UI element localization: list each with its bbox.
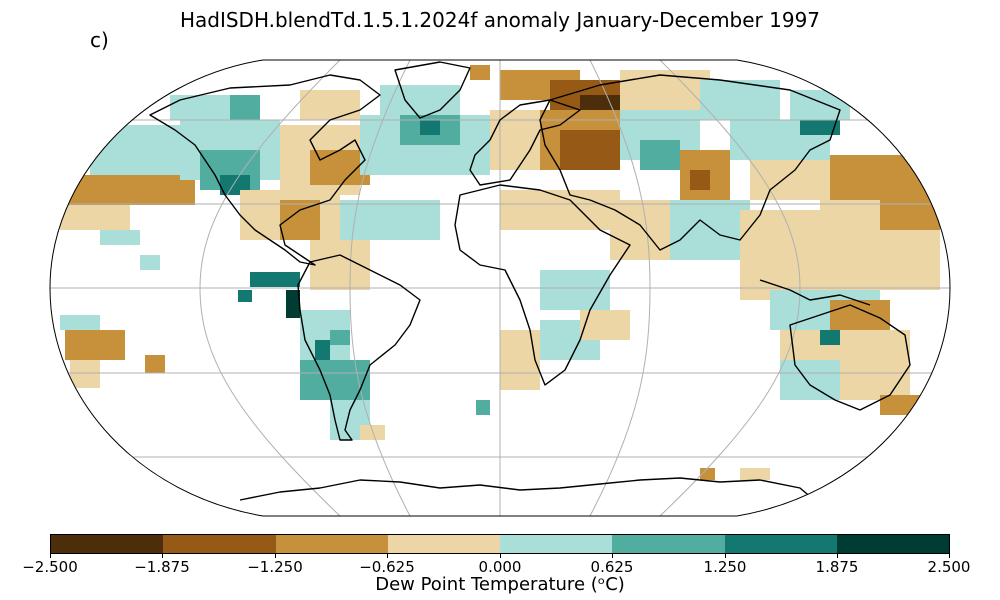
anomaly-cell <box>145 355 165 373</box>
anomaly-cell <box>580 310 630 340</box>
longitude-line <box>349 60 411 516</box>
map-content <box>50 60 950 516</box>
colorbar-tickmark <box>837 554 838 558</box>
colorbar-tick-label: −2.500 <box>22 558 78 576</box>
colorbar-tick-label: 1.250 <box>703 558 747 576</box>
colorbar-tick-label: 0.625 <box>590 558 634 576</box>
colorbar-label: Dew Point Temperature (ᵒC) <box>375 574 625 595</box>
colorbar-bin <box>51 535 164 553</box>
anomaly-cell <box>476 400 490 415</box>
anomaly-cell <box>250 272 300 287</box>
anomaly-cell <box>830 300 890 330</box>
anomaly-cell <box>500 330 540 390</box>
colorbar-tick-label: 2.500 <box>927 558 971 576</box>
anomaly-cell <box>60 315 100 330</box>
anomaly-cell <box>170 95 230 120</box>
longitude-line <box>659 60 801 516</box>
anomaly-cell <box>740 210 820 260</box>
anomaly-cell <box>790 90 850 120</box>
colorbar-bin <box>836 535 949 553</box>
anomaly-cell <box>830 155 930 205</box>
coastline-indonesia <box>759 279 871 306</box>
colorbar-bin <box>500 535 613 553</box>
colorbar-tick-label: −0.625 <box>359 558 415 576</box>
coastline-antarctica <box>239 477 821 506</box>
anomaly-cell <box>670 200 750 260</box>
anomaly-cell <box>880 395 920 415</box>
coastline-north-america <box>149 74 381 266</box>
longitude-line <box>199 60 341 516</box>
coastline-south-america <box>297 254 421 441</box>
anomaly-cell <box>750 160 830 200</box>
anomaly-cell <box>740 468 770 480</box>
colorbar-tickmark <box>162 554 163 558</box>
anomaly-cell <box>315 340 330 360</box>
anomaly-cell <box>300 90 360 120</box>
colorbar-tick-label: −1.250 <box>247 558 303 576</box>
anomaly-cell <box>780 360 840 400</box>
colorbar-bin <box>275 535 388 553</box>
coastline-greenland <box>394 61 471 119</box>
colorbar-tickmark <box>50 554 51 558</box>
colorbar-ticklabels: −2.500 −1.875 −1.250 −0.625 0.000 0.625 … <box>0 558 1000 578</box>
colorbar-tickmark <box>500 554 501 558</box>
colorbar-bin <box>163 535 276 553</box>
anomaly-cell <box>690 170 710 190</box>
anomaly-cell <box>65 175 195 205</box>
colorbar-tick-label: −1.875 <box>134 558 190 576</box>
anomaly-cell <box>330 330 350 345</box>
anomaly-cell <box>360 425 385 440</box>
anomaly-cell <box>230 95 260 120</box>
coastline-africa <box>454 184 631 386</box>
panel-label: c) <box>90 28 109 52</box>
colorbar-tickmark <box>725 554 726 558</box>
colorbar-bin <box>387 535 500 553</box>
anomaly-cell <box>238 290 252 302</box>
anomaly-cell <box>880 200 940 230</box>
map-canvas <box>49 59 951 517</box>
anomaly-cell <box>90 125 180 175</box>
colorbar-tickmark <box>275 554 276 558</box>
anomaly-cell <box>300 360 370 400</box>
anomaly-cell <box>560 130 620 170</box>
anomaly-cell <box>700 468 715 480</box>
coastline-asia <box>539 74 841 251</box>
anomaly-cell <box>286 290 300 318</box>
anomaly-cell <box>420 120 440 135</box>
anomaly-cell <box>640 140 680 170</box>
colorbar-tickmark <box>387 554 388 558</box>
coastlines <box>149 61 911 506</box>
longitude-line <box>589 60 651 516</box>
anomaly-cell <box>100 230 140 245</box>
coastline-australia <box>789 304 911 411</box>
colorbar <box>50 534 950 554</box>
anomaly-cell <box>60 205 130 230</box>
anomaly-cell <box>610 200 670 260</box>
coastline-europe <box>469 99 581 186</box>
colorbar-tickmark <box>949 554 950 558</box>
colorbar-tick-label: 0.000 <box>478 558 522 576</box>
anomaly-cell <box>65 330 125 360</box>
colorbar-tickmark <box>612 554 613 558</box>
colorbar-tick-label: 1.875 <box>815 558 859 576</box>
colorbar-bin <box>612 535 725 553</box>
globe-outline <box>49 59 951 517</box>
anomaly-cell <box>800 120 840 135</box>
anomaly-cell <box>540 270 610 310</box>
anomaly-cell <box>70 360 100 388</box>
anomaly-cell <box>470 65 490 80</box>
anomaly-cell <box>820 330 840 345</box>
anomaly-cell <box>620 70 710 110</box>
anomaly-cell <box>140 255 160 270</box>
colorbar-bin <box>724 535 837 553</box>
map-title: HadISDH.blendTd.1.5.1.2024f anomaly Janu… <box>179 8 821 32</box>
anomaly-cells <box>60 65 940 480</box>
